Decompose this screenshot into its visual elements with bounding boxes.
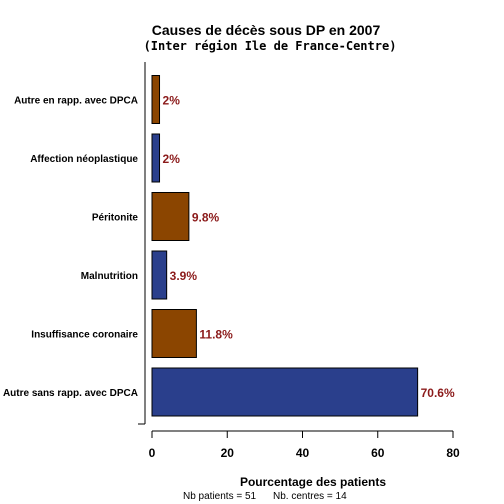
value-label-4: 2% [163, 152, 181, 166]
category-label-2: Malnutrition [81, 271, 138, 282]
chart-title: Causes de décès sous DP en 2007 [152, 22, 381, 38]
category-labels-group: Autre sans rapp. avec DPCA Insuffisance c… [3, 96, 138, 400]
value-label-0: 70.6% [421, 386, 455, 400]
x-tick-label-4: 80 [446, 446, 460, 460]
category-label-5: Autre en rapp. avec DPCA [14, 96, 138, 107]
value-label-1: 11.8% [199, 328, 233, 342]
category-label-0: Autre sans rapp. avec DPCA [3, 388, 138, 399]
value-label-2: 3.9% [170, 269, 198, 283]
value-labels-group: 70.6% 11.8% 3.9% 9.8% 2% 2% [163, 94, 455, 401]
footer-patients: Nb patients = 51 [183, 491, 257, 502]
footer-centres: Nb. centres = 14 [273, 491, 347, 502]
x-tick-label-2: 40 [296, 446, 310, 460]
bar-5 [151, 75, 161, 124]
bars-group [151, 75, 419, 417]
category-label-4: Affection néoplastique [30, 154, 138, 165]
x-tick-label-1: 20 [221, 446, 235, 460]
chart-subtitle: (Inter région Ile de France-Centre) [144, 39, 397, 53]
value-label-5: 2% [163, 94, 181, 108]
bar-4 [151, 133, 161, 183]
axes-group: 0 20 40 60 80 [138, 62, 460, 460]
x-tick-label-0: 0 [149, 446, 156, 460]
bar-2 [151, 250, 168, 300]
bar-1 [151, 309, 197, 358]
value-label-3: 9.8% [192, 211, 220, 225]
x-tick-label-3: 60 [371, 446, 385, 460]
x-axis-label: Pourcentage des patients [240, 475, 386, 489]
category-label-1: Insuffisance coronaire [31, 330, 138, 341]
bar-0 [151, 367, 419, 417]
bar-3 [151, 192, 190, 241]
category-label-3: Péritonite [92, 213, 139, 224]
